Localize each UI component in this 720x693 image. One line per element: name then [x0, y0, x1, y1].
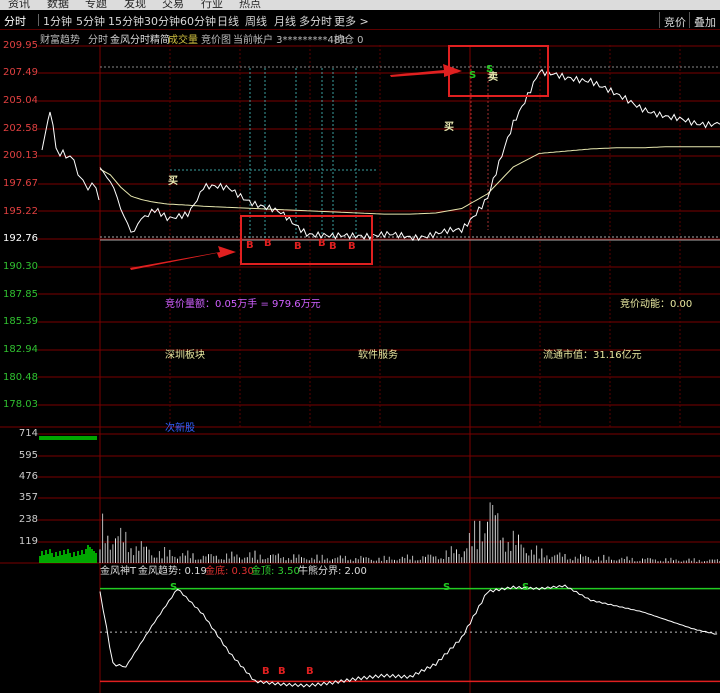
menu-item[interactable]: 热点 — [239, 0, 261, 10]
tab-monthly[interactable]: 月线 — [274, 15, 296, 28]
price-tick: 185.39 — [3, 316, 38, 327]
indicator-buy-marker: B — [278, 666, 286, 677]
indicator-gold-top: 金顶: 3.50 — [251, 564, 300, 577]
buy-tag: 买 — [444, 121, 454, 133]
info-position: 持仓 0 — [334, 35, 364, 46]
price-line — [99, 68, 720, 242]
buy-signal-marker: B — [329, 241, 337, 252]
buy-signal-marker: B — [294, 241, 302, 252]
market-cap-text: 流通市值：31.16亿元 — [543, 348, 642, 361]
volume-tick: 238 — [18, 514, 38, 525]
signal-guide-lines — [170, 65, 489, 238]
auction-volume-text: 竞价量额：0.05万手 = 979.6万元 — [165, 297, 321, 310]
buy-signal-marker: B — [246, 240, 254, 251]
buy-signal-marker: B — [264, 238, 272, 249]
indicator-buy-marker: B — [306, 666, 314, 677]
tab-daily[interactable]: 日线 — [217, 15, 239, 28]
menu-item[interactable]: 发现 — [124, 0, 146, 10]
overlay-button[interactable]: 叠加 — [689, 12, 720, 29]
auction-button[interactable]: 竞价 — [659, 12, 690, 29]
info-intraday[interactable]: 分时 — [88, 35, 108, 46]
price-tick: 205.04 — [3, 95, 38, 106]
volume-tick: 357 — [18, 492, 38, 503]
auction-price-line — [41, 111, 100, 201]
tab-more[interactable]: 更多 > — [334, 15, 369, 28]
price-tick: 192.76 — [3, 233, 38, 244]
menu-item[interactable]: 专题 — [85, 0, 107, 10]
indicator-sell-marker: S — [443, 582, 450, 593]
indicator-sell-marker: S — [170, 582, 177, 593]
info-indicator[interactable]: 金风分时精简 — [110, 35, 170, 46]
price-tick: 200.13 — [3, 150, 38, 161]
tab-multi-intraday[interactable]: 多分时 — [299, 15, 332, 28]
menu-item[interactable]: 行业 — [201, 0, 223, 10]
industry-text: 软件服务 — [358, 348, 398, 361]
price-tick: 187.85 — [3, 289, 38, 300]
info-account: 当前帐户 3*********481 — [233, 35, 347, 46]
price-tick: 190.30 — [3, 261, 38, 272]
price-tick: 195.22 — [3, 206, 38, 217]
sell-tag: 卖 — [488, 70, 498, 83]
menu-item[interactable]: 资讯 — [8, 0, 30, 10]
grid — [0, 45, 720, 693]
buy-arrow — [130, 246, 236, 270]
info-auction-chart[interactable]: 竞价图 — [201, 35, 231, 46]
price-tick: 182.94 — [3, 344, 38, 355]
buy-signal-marker: B — [318, 238, 326, 249]
average-price-line — [99, 146, 720, 215]
volume-tick: 714 — [18, 428, 38, 439]
divider — [38, 14, 39, 26]
indicator-gold-bottom: 金底: 0.30 — [205, 564, 254, 577]
buy-signal-marker: B — [348, 241, 356, 252]
volume-tick: 476 — [18, 471, 38, 482]
price-tick: 197.67 — [3, 178, 38, 189]
price-tick: 209.95 — [3, 40, 38, 51]
price-tick: 202.58 — [3, 123, 38, 134]
auction-power-text: 竞价动能：0.00 — [620, 297, 692, 310]
period-toolbar: 分时 1分钟 5分钟 15分钟 30分钟 60分钟 日线 周线 月线 多分时 更… — [0, 10, 720, 30]
chart-info-bar: 财富趋势 分时 金风分时精简 成交量 竞价图 当前帐户 3*********48… — [0, 30, 720, 46]
price-lines — [99, 68, 720, 242]
menu-item[interactable]: 交易 — [162, 0, 184, 10]
indicator-name: 金风神T — [100, 564, 137, 577]
new-stock-text: 次新股 — [165, 421, 195, 434]
indicator-buy-marker: B — [262, 666, 270, 677]
info-volume[interactable]: 成交量 — [168, 35, 198, 46]
info-trend[interactable]: 财富趋势 — [40, 35, 80, 46]
top-menu: 资讯 数据 专题 发现 交易 行业 热点 — [0, 0, 720, 10]
tab-1min[interactable]: 1分钟 — [43, 15, 72, 28]
sell-zone-box — [448, 45, 549, 97]
volume-tick: 119 — [18, 536, 38, 547]
tab-intraday[interactable]: 分时 — [4, 15, 26, 28]
indicator-trend-value: 金风趋势: 0.19 — [138, 564, 207, 577]
volume-tick: 595 — [18, 450, 38, 461]
tab-30min[interactable]: 30分钟 — [144, 15, 180, 28]
auction-area — [39, 111, 100, 563]
sell-arrow — [390, 64, 462, 77]
tab-15min[interactable]: 15分钟 — [108, 15, 144, 28]
indicator-sell-marker: S — [522, 582, 529, 593]
buy-zone-box — [240, 215, 373, 265]
indicator-trend-line — [99, 584, 718, 688]
buy-tag: 买 — [168, 175, 178, 187]
indicator-lines — [99, 584, 720, 688]
menu-item[interactable]: 数据 — [47, 0, 69, 10]
tab-weekly[interactable]: 周线 — [245, 15, 267, 28]
sell-signal-marker: S — [486, 64, 493, 75]
volume-bars — [99, 502, 720, 563]
price-tick: 207.49 — [3, 67, 38, 78]
sell-signal-marker: S — [469, 70, 476, 81]
tab-5min[interactable]: 5分钟 — [76, 15, 105, 28]
price-tick: 180.48 — [3, 372, 38, 383]
board-text: 深圳板块 — [165, 348, 205, 361]
price-tick: 178.03 — [3, 399, 38, 410]
tab-60min[interactable]: 60分钟 — [180, 15, 216, 28]
indicator-bull-bear: 牛熊分界: 2.00 — [298, 564, 367, 577]
